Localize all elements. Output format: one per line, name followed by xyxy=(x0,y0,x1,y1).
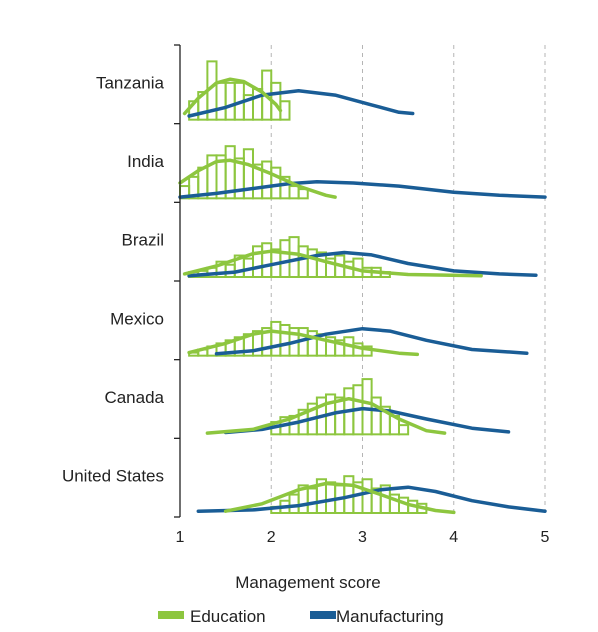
country-label-united-states: United States xyxy=(62,467,164,486)
education-bar xyxy=(306,248,318,278)
x-tick-label-4: 4 xyxy=(449,529,458,546)
education-density-line xyxy=(182,77,283,116)
manufacturing-density-line xyxy=(187,89,415,118)
education-bar xyxy=(398,424,410,436)
legend-swatch-education xyxy=(158,611,184,619)
panel-canada: Canada xyxy=(104,378,511,436)
panel-tanzania: Tanzania xyxy=(96,60,415,121)
education-bar xyxy=(288,493,300,515)
panel-united-states: United States xyxy=(62,467,547,515)
x-tick-label-3: 3 xyxy=(358,529,367,546)
education-bar xyxy=(215,81,227,121)
legend-swatch-manufacturing xyxy=(310,611,336,619)
education-bar xyxy=(279,239,291,279)
education-bar xyxy=(325,481,337,515)
x-tick-label-5: 5 xyxy=(541,529,550,546)
education-density-line xyxy=(182,249,483,278)
panel-mexico: Mexico xyxy=(110,309,529,357)
education-bar xyxy=(306,487,318,514)
education-density-line xyxy=(178,158,337,199)
education-bar xyxy=(288,236,300,278)
manufacturing-density-line xyxy=(223,406,511,435)
panel-india: India xyxy=(127,145,547,200)
y-axis xyxy=(174,44,181,518)
legend-label-manufacturing: Manufacturing xyxy=(336,607,444,626)
x-tick-label-2: 2 xyxy=(267,529,276,546)
x-tick-label-1: 1 xyxy=(176,529,185,546)
manufacturing-density-line xyxy=(214,326,529,356)
education-bar xyxy=(224,81,236,121)
education-bar xyxy=(361,478,373,515)
education-density-line xyxy=(205,396,447,435)
country-panels: Tanzania India Brazil Mexico Canada United St… xyxy=(62,60,547,515)
manufacturing-density-line xyxy=(187,250,538,278)
education-bar xyxy=(361,378,373,436)
legend-label-education: Education xyxy=(190,607,266,626)
x-axis-ticks: 1 2 3 4 5 xyxy=(176,529,550,546)
education-bar xyxy=(288,185,300,200)
education-bar xyxy=(261,242,273,278)
education-density-line xyxy=(223,481,456,515)
manufacturing-density-line xyxy=(196,485,547,513)
education-bar xyxy=(279,323,291,357)
country-label-tanzania: Tanzania xyxy=(96,73,165,92)
legend: Education Manufacturing xyxy=(158,607,444,626)
education-bar xyxy=(252,87,264,121)
education-bar xyxy=(261,160,273,200)
manufacturing-density-line xyxy=(178,180,547,199)
x-axis-title: Management score xyxy=(235,573,381,592)
gridlines xyxy=(270,45,546,517)
panel-brazil: Brazil xyxy=(121,231,538,279)
education-bar xyxy=(270,320,282,357)
education-density-line xyxy=(187,329,420,357)
education-bar xyxy=(270,166,282,200)
education-bar xyxy=(297,245,309,279)
country-label-canada: Canada xyxy=(104,388,164,407)
country-label-brazil: Brazil xyxy=(121,231,164,250)
country-label-india: India xyxy=(127,152,164,171)
country-label-mexico: Mexico xyxy=(110,309,164,328)
